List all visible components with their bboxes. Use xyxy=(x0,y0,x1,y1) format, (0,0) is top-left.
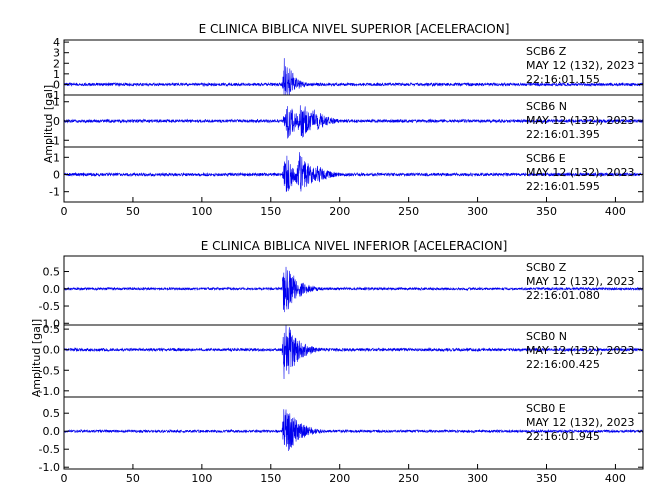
y-tick-label: 0.0 xyxy=(43,425,61,438)
x-tick-label: 0 xyxy=(61,472,68,485)
x-tick-label: 300 xyxy=(467,205,488,218)
y-tick-label: -1 xyxy=(49,186,60,199)
y-tick-label: 0.5 xyxy=(43,407,61,420)
y-axis-label: Amplitud [gal] xyxy=(42,85,55,163)
y-tick-label: 0.5 xyxy=(43,266,61,279)
x-tick-label: 350 xyxy=(536,472,557,485)
time-label: 22:16:01.395 xyxy=(526,128,600,141)
y-tick-label: -1 xyxy=(49,134,60,147)
waveform-trace xyxy=(63,266,644,313)
date-label: MAY 12 (132), 2023 xyxy=(526,344,634,357)
x-tick-label: 400 xyxy=(605,472,626,485)
date-label: MAY 12 (132), 2023 xyxy=(526,114,634,127)
time-label: 22:16:01.155 xyxy=(526,73,600,86)
x-tick-label: 250 xyxy=(398,205,419,218)
y-tick-label: -1 xyxy=(49,89,60,102)
waveform-trace xyxy=(63,324,644,380)
y-tick-label: -1.0 xyxy=(39,317,60,330)
x-tick-label: 200 xyxy=(329,205,350,218)
y-tick-label: -1.0 xyxy=(39,385,60,398)
y-axis-label: Amplitud [gal] xyxy=(30,319,43,397)
y-tick-label: 0 xyxy=(53,115,60,128)
date-label: MAY 12 (132), 2023 xyxy=(526,416,634,429)
x-tick-label: 350 xyxy=(536,205,557,218)
date-label: MAY 12 (132), 2023 xyxy=(526,166,634,179)
date-label: MAY 12 (132), 2023 xyxy=(526,275,634,288)
y-tick-label: 0.0 xyxy=(43,283,61,296)
x-tick-label: 50 xyxy=(126,472,140,485)
x-tick-label: 100 xyxy=(191,472,212,485)
waveform-trace xyxy=(63,152,644,192)
station-label: SCB6 E xyxy=(526,152,566,165)
x-tick-label: 100 xyxy=(191,205,212,218)
y-tick-label: 1 xyxy=(53,68,60,81)
y-tick-label: 2 xyxy=(53,57,60,70)
x-tick-label: 300 xyxy=(467,472,488,485)
y-tick-label: 3 xyxy=(53,47,60,60)
x-tick-label: 200 xyxy=(329,472,350,485)
y-tick-label: -0.5 xyxy=(39,300,60,313)
y-tick-label: 0 xyxy=(53,169,60,182)
station-label: SCB0 N xyxy=(526,330,567,343)
lower-level-chart: E CLINICA BIBLICA NIVEL INFERIOR [ACELER… xyxy=(30,239,644,485)
station-label: SCB6 Z xyxy=(526,45,567,58)
date-label: MAY 12 (132), 2023 xyxy=(526,59,634,72)
y-tick-label: 1 xyxy=(53,96,60,109)
x-tick-label: 400 xyxy=(605,205,626,218)
time-label: 22:16:01.945 xyxy=(526,430,600,443)
waveform-trace xyxy=(63,105,644,139)
y-tick-label: -1.0 xyxy=(39,461,60,474)
panel-frame xyxy=(63,396,644,470)
y-tick-label: 0.5 xyxy=(43,323,61,336)
x-tick-label: 0 xyxy=(61,205,68,218)
time-label: 22:16:00.425 xyxy=(526,358,600,371)
time-label: 22:16:01.595 xyxy=(526,180,600,193)
waveform-trace xyxy=(63,409,644,452)
station-label: SCB0 Z xyxy=(526,261,567,274)
y-tick-label: -0.5 xyxy=(39,443,60,456)
x-tick-label: 150 xyxy=(260,472,281,485)
x-tick-label: 50 xyxy=(126,205,140,218)
x-tick-label: 150 xyxy=(260,205,281,218)
y-tick-label: 0 xyxy=(53,78,60,91)
y-tick-label: 1 xyxy=(53,151,60,164)
chart-title: E CLINICA BIBLICA NIVEL SUPERIOR [ACELER… xyxy=(199,22,510,36)
y-tick-label: -0.5 xyxy=(39,364,60,377)
station-label: SCB6 N xyxy=(526,100,567,113)
chart-title: E CLINICA BIBLICA NIVEL INFERIOR [ACELER… xyxy=(201,239,508,253)
upper-level-chart: E CLINICA BIBLICA NIVEL SUPERIOR [ACELER… xyxy=(42,22,644,218)
waveform-trace xyxy=(63,58,644,96)
x-tick-label: 250 xyxy=(398,472,419,485)
y-tick-label: 4 xyxy=(53,36,60,49)
y-tick-label: 0.0 xyxy=(43,344,61,357)
time-label: 22:16:01.080 xyxy=(526,289,600,302)
station-label: SCB0 E xyxy=(526,402,566,415)
